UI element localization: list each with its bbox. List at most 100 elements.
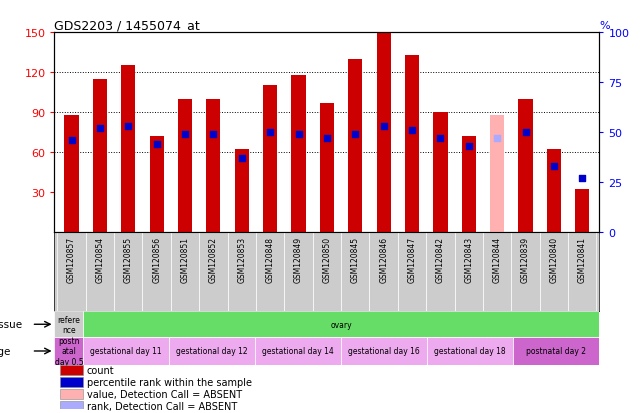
Bar (292, 76, 306, 232)
Text: postnatal day 2: postnatal day 2 (526, 347, 587, 356)
Point (237, 155, 247, 162)
Bar (60, 389, 83, 399)
Text: GSM120843: GSM120843 (464, 236, 473, 282)
Bar (83, 337, 169, 365)
Bar (199, 232, 228, 312)
Text: %: % (599, 21, 610, 31)
Bar (263, 86, 278, 232)
Bar (575, 190, 590, 232)
Bar (285, 232, 313, 312)
Bar (483, 232, 512, 312)
Text: postn
atal
day 0.5: postn atal day 0.5 (54, 336, 83, 366)
Text: GSM120857: GSM120857 (67, 236, 76, 282)
Text: GSM120840: GSM120840 (549, 236, 558, 282)
Bar (540, 232, 568, 312)
Text: count: count (87, 366, 114, 375)
Point (322, 135, 332, 142)
Text: GSM120849: GSM120849 (294, 236, 303, 282)
Point (67, 137, 77, 144)
Bar (369, 232, 398, 312)
Text: GSM120844: GSM120844 (493, 236, 502, 282)
Bar (93, 79, 107, 232)
Bar (255, 337, 341, 365)
Point (463, 143, 474, 150)
Bar (57, 232, 86, 312)
Bar (178, 100, 192, 232)
Text: rank, Detection Call = ABSENT: rank, Detection Call = ABSENT (87, 401, 237, 411)
Bar (454, 232, 483, 312)
Bar (60, 377, 83, 387)
Bar (513, 337, 599, 365)
Bar (149, 137, 163, 232)
Bar (235, 150, 249, 232)
Point (492, 135, 503, 142)
Text: GSM120852: GSM120852 (209, 236, 218, 282)
Bar (433, 113, 447, 232)
Text: GSM120856: GSM120856 (152, 236, 161, 282)
Bar (462, 137, 476, 232)
Bar (64, 115, 79, 232)
Bar (398, 232, 426, 312)
Bar (568, 232, 597, 312)
Text: GSM120842: GSM120842 (436, 236, 445, 282)
Bar (169, 337, 255, 365)
Bar (86, 232, 114, 312)
Text: GSM120855: GSM120855 (124, 236, 133, 282)
Point (350, 131, 360, 138)
Bar (171, 232, 199, 312)
Text: GSM120850: GSM120850 (322, 236, 331, 282)
Point (151, 141, 162, 148)
Point (520, 129, 531, 136)
Point (549, 163, 559, 170)
Bar (60, 401, 83, 411)
Bar (313, 232, 341, 312)
Bar (60, 366, 83, 375)
Bar (519, 100, 533, 232)
Point (435, 135, 445, 142)
Bar (512, 232, 540, 312)
Text: GDS2203 / 1455074_at: GDS2203 / 1455074_at (54, 19, 200, 32)
Text: refere
nce: refere nce (58, 315, 80, 334)
Text: gestational day 11: gestational day 11 (90, 347, 162, 356)
Bar (426, 232, 454, 312)
Text: age: age (0, 346, 11, 356)
Text: GSM120854: GSM120854 (96, 236, 104, 282)
Bar (490, 115, 504, 232)
Bar (206, 100, 221, 232)
Text: GSM120846: GSM120846 (379, 236, 388, 282)
Bar (121, 66, 135, 232)
Text: value, Detection Call = ABSENT: value, Detection Call = ABSENT (87, 389, 242, 399)
Point (208, 131, 219, 138)
Text: gestational day 18: gestational day 18 (435, 347, 506, 356)
Point (95, 125, 105, 132)
Point (379, 123, 389, 130)
Text: GSM120847: GSM120847 (408, 236, 417, 282)
Text: GSM120848: GSM120848 (265, 236, 274, 282)
Text: GSM120851: GSM120851 (181, 236, 190, 282)
Bar (341, 232, 369, 312)
Text: GSM120853: GSM120853 (237, 236, 246, 282)
Point (577, 175, 587, 182)
Bar (54, 337, 83, 365)
Text: ovary: ovary (331, 320, 352, 329)
Bar (376, 33, 391, 232)
Point (294, 131, 304, 138)
Text: tissue: tissue (0, 320, 22, 330)
Bar (547, 150, 561, 232)
Bar (320, 103, 334, 232)
Bar (142, 232, 171, 312)
Bar (405, 56, 419, 232)
Bar (228, 232, 256, 312)
Point (265, 129, 275, 136)
Bar (114, 232, 142, 312)
Bar (341, 337, 428, 365)
Text: GSM120845: GSM120845 (351, 236, 360, 282)
Text: gestational day 16: gestational day 16 (349, 347, 420, 356)
Point (407, 127, 417, 134)
Bar (348, 59, 362, 232)
Point (123, 123, 133, 130)
Text: gestational day 14: gestational day 14 (262, 347, 334, 356)
Text: gestational day 12: gestational day 12 (176, 347, 248, 356)
Bar (428, 337, 513, 365)
Bar (54, 312, 83, 337)
